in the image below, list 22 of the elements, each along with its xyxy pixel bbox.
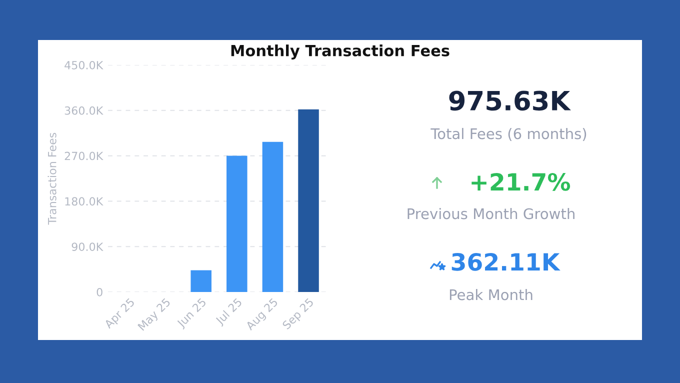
text: Total Fees (6 months) <box>430 128 586 141</box>
bar <box>298 109 319 292</box>
x-tick-label: Apr 25 <box>104 298 136 330</box>
y-tick-label: 180.0K <box>65 197 104 206</box>
x-tick-label: Jun 25 <box>176 298 208 330</box>
bar <box>190 270 212 292</box>
text: 362.11K <box>452 252 560 271</box>
bar <box>226 156 248 292</box>
x-tick-label: Jul 25 <box>214 298 244 327</box>
y-tick-label: 0 <box>96 288 102 296</box>
text: Peak Month <box>450 288 532 300</box>
y-tick-label: 360.0K <box>64 106 104 115</box>
y-tick-label: 450.0K <box>64 60 104 70</box>
text: Previous Month Growth <box>408 208 574 220</box>
text: 975.63K <box>449 90 571 111</box>
y-axis-title: Transaction Fees <box>48 132 56 225</box>
y-tick-label: 270.0K <box>64 152 104 160</box>
bar <box>262 142 284 292</box>
chart-title: Monthly Transaction Fees <box>231 44 450 60</box>
y-tick-label: 90.0K <box>72 242 104 251</box>
text: +21.7% <box>472 172 570 191</box>
x-tick-label: Sep 25 <box>282 298 316 332</box>
